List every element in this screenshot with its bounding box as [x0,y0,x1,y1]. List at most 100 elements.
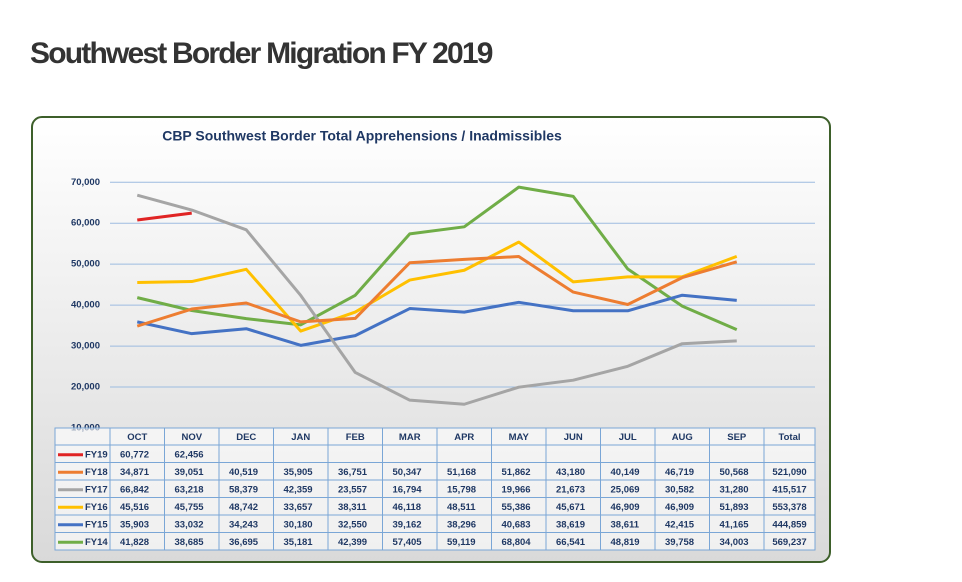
table-cell: 62,456 [175,449,204,460]
table-cell: 45,516 [120,502,149,513]
series-line [136,293,737,347]
legend-label: FY17 [85,484,108,495]
x-tick-label: AUG [672,432,693,443]
table-cell: 35,903 [120,519,149,530]
x-tick-label: APR [454,432,474,443]
legend-label: FY16 [85,502,108,513]
table-cell: 51,862 [502,467,531,478]
y-tick-label: 30,000 [71,341,100,352]
series-line [136,193,737,406]
table-cell: 41,165 [720,519,750,530]
x-tick-label: NOV [181,432,202,443]
series-line [137,211,192,222]
table-cell: 48,511 [447,502,476,513]
table-cell: 35,181 [284,537,314,548]
data-table [54,427,816,551]
table-cell: 46,909 [665,502,694,513]
table-cell: 45,671 [556,502,586,513]
table-cell: 34,003 [720,537,749,548]
table-total: 569,237 [772,537,806,548]
table-cell: 40,149 [611,467,640,478]
table-cell: 48,819 [611,537,640,548]
table-total: 553,378 [772,502,806,513]
legend-label: FY19 [85,449,108,460]
table-cell: 38,296 [447,519,476,530]
table-cell: 38,685 [175,537,205,548]
x-tick-label: DEC [236,432,256,443]
table-cell: 39,758 [665,537,694,548]
table-cell: 23,557 [338,484,367,495]
table-cell: 42,415 [665,519,695,530]
legend-label: FY15 [85,519,108,530]
table-cell: 51,168 [447,467,476,478]
table-cell: 40,683 [502,519,531,530]
series-line [136,185,738,332]
x-tick-label: JUL [619,432,637,443]
y-tick-label: 60,000 [71,218,100,229]
table-cell: 66,842 [120,484,149,495]
table-cell: 46,719 [665,467,694,478]
table-cell: 66,541 [556,537,586,548]
page-title: Southwest Border Migration FY 2019 [30,37,493,70]
table-cell: 36,695 [229,537,259,548]
table-cell: 30,582 [665,484,694,495]
legend-label: FY14 [85,537,108,548]
table-cell: 60,772 [120,449,149,460]
table-cell: 55,386 [502,502,531,513]
table-cell: 33,657 [284,502,313,513]
table-header: Total [779,432,801,443]
table-total: 521,090 [772,467,806,478]
table-cell: 38,619 [556,519,585,530]
table-cell: 46,909 [611,502,640,513]
table-cell: 31,280 [720,484,749,495]
table-cell: 38,611 [611,519,640,530]
table-cell: 19,966 [502,484,531,495]
table-cell: 30,180 [284,519,313,530]
series-line [137,240,738,333]
table-cell: 40,519 [229,467,258,478]
table-cell: 39,162 [393,519,422,530]
table-cell: 68,804 [502,537,532,548]
y-tick-label: 70,000 [71,177,100,188]
table-cell: 50,347 [393,467,422,478]
table-cell: 51,893 [720,502,749,513]
table-cell: 43,180 [556,467,585,478]
x-tick-label: OCT [127,432,147,443]
table-cell: 58,379 [229,484,258,495]
x-tick-label: FEB [346,432,365,443]
table-cell: 25,069 [611,484,640,495]
table-cell: 15,798 [447,484,476,495]
table-total: 444,859 [772,519,806,530]
x-tick-label: MAR [399,432,421,443]
table-cell: 21,673 [556,484,585,495]
table-cell: 45,755 [175,502,205,513]
table-cell: 33,032 [175,519,204,530]
table-cell: 48,742 [229,502,258,513]
table-total: 415,517 [772,484,806,495]
y-tick-label: 50,000 [71,259,100,270]
x-tick-label: JAN [291,432,310,443]
table-cell: 57,405 [393,537,423,548]
table-cell: 36,751 [338,467,368,478]
table-cell: 35,905 [284,467,314,478]
table-cell: 46,118 [393,502,422,513]
table-cell: 42,359 [284,484,313,495]
x-tick-label: MAY [509,432,530,443]
y-tick-label: 20,000 [71,382,100,393]
table-cell: 38,311 [338,502,367,513]
table-cell: 41,828 [120,537,149,548]
table-cell: 34,871 [120,467,150,478]
x-tick-label: SEP [727,432,747,443]
table-cell: 50,568 [720,467,749,478]
table-cell: 42,399 [338,537,367,548]
x-tick-label: JUN [564,432,583,443]
series-line [136,255,738,328]
table-cell: 63,218 [175,484,204,495]
y-tick-label: 40,000 [71,300,100,311]
table-cell: 34,243 [229,519,258,530]
legend-label: FY18 [85,467,108,478]
chart-title: CBP Southwest Border Total Apprehensions… [162,128,562,144]
table-cell: 32,550 [338,519,367,530]
